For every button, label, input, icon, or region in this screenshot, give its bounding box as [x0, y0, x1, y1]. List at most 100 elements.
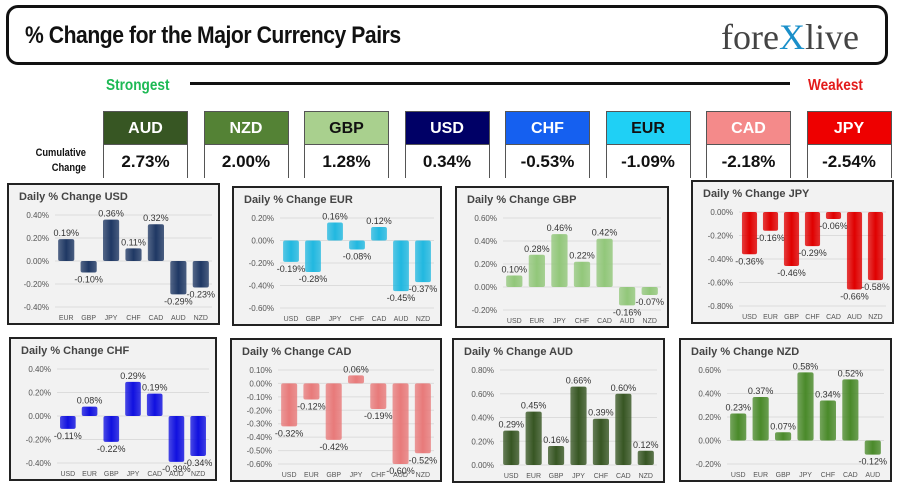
svg-text:JPY: JPY	[350, 472, 363, 479]
svg-text:CAD: CAD	[147, 471, 162, 478]
svg-text:0.60%: 0.60%	[474, 214, 497, 223]
cumulative-label-line2: Change	[51, 162, 86, 174]
svg-text:0.20%: 0.20%	[698, 413, 721, 422]
svg-text:JPY: JPY	[329, 316, 342, 323]
chart-title: Daily % Change CAD	[242, 346, 352, 358]
svg-text:0.23%: 0.23%	[725, 402, 751, 412]
currency-tile-nzd: NZD 2.00%	[203, 111, 289, 178]
svg-text:-0.30%: -0.30%	[247, 420, 272, 429]
svg-text:0.28%: 0.28%	[524, 244, 550, 254]
svg-text:0.00%: 0.00%	[710, 208, 733, 217]
tile-currency: NZD	[204, 112, 288, 145]
weakest-label: Weakest	[808, 77, 863, 94]
svg-text:USD: USD	[507, 318, 522, 325]
svg-text:-0.80%: -0.80%	[708, 302, 733, 311]
currency-tile-aud: AUD 2.73%	[103, 111, 188, 178]
chart-panel-jpy: 0.00% -0.20% -0.40% -0.60% -0.80% -0.36% USD -0…	[691, 180, 894, 324]
svg-text:-0.60%: -0.60%	[249, 304, 274, 313]
svg-text:0.29%: 0.29%	[120, 371, 146, 381]
svg-text:USD: USD	[504, 473, 519, 480]
svg-text:0.10%: 0.10%	[502, 265, 528, 275]
svg-text:EUR: EUR	[304, 472, 319, 479]
svg-text:GBP: GBP	[104, 471, 119, 478]
svg-text:EUR: EUR	[59, 315, 74, 322]
bar-chart: 0.60% 0.40% 0.20% 0.00% -0.20% 0.23% USD 0.37% E…	[696, 361, 887, 479]
svg-text:-0.60%: -0.60%	[708, 279, 733, 288]
svg-text:NZD: NZD	[416, 472, 430, 479]
chart-panel-aud: 0.80% 0.60% 0.40% 0.20% 0.00% 0.29% USD 0.45% EU…	[452, 338, 665, 483]
svg-text:0.39%: 0.39%	[588, 408, 614, 418]
svg-text:-0.10%: -0.10%	[247, 393, 272, 402]
svg-text:-0.08%: -0.08%	[343, 252, 372, 262]
logo-text-prefix: fore	[721, 17, 780, 57]
svg-text:AUD: AUD	[865, 472, 880, 479]
svg-text:EUR: EUR	[529, 318, 544, 325]
tile-value: 2.00%	[204, 145, 288, 178]
svg-text:AUD: AUD	[394, 316, 409, 323]
svg-text:0.12%: 0.12%	[633, 440, 659, 450]
svg-text:-0.20%: -0.20%	[472, 306, 497, 315]
svg-text:0.08%: 0.08%	[77, 396, 103, 406]
cumulative-label-line1: Cumulative	[35, 147, 86, 159]
svg-text:-0.40%: -0.40%	[249, 282, 274, 291]
chart-title: Daily % Change AUD	[464, 346, 574, 358]
logo-text-suffix: live	[805, 17, 859, 57]
svg-text:GBP: GBP	[549, 473, 564, 480]
bar-chart: 0.40% 0.20% 0.00% -0.20% -0.40% -0.11% USD 0.08…	[26, 365, 213, 478]
svg-text:0.00%: 0.00%	[26, 257, 49, 266]
svg-text:-0.34%: -0.34%	[184, 458, 213, 468]
svg-text:0.00%: 0.00%	[471, 461, 494, 470]
svg-text:0.52%: 0.52%	[838, 368, 864, 378]
svg-text:-0.06%: -0.06%	[819, 221, 848, 231]
svg-text:CHF: CHF	[594, 473, 608, 480]
bar-chart: 0.60% 0.40% 0.20% 0.00% -0.20% 0.10% USD 0.28% E…	[472, 214, 664, 325]
svg-text:CHF: CHF	[805, 314, 819, 321]
svg-text:-0.10%: -0.10%	[74, 275, 103, 285]
svg-text:AUD: AUD	[620, 318, 635, 325]
chart-title: Daily % Change CHF	[21, 345, 130, 357]
svg-text:0.20%: 0.20%	[474, 260, 497, 269]
tile-currency: AUD	[104, 112, 187, 145]
svg-text:0.40%: 0.40%	[26, 211, 49, 220]
svg-text:-0.20%: -0.20%	[249, 259, 274, 268]
svg-text:CAD: CAD	[826, 314, 841, 321]
svg-text:0.20%: 0.20%	[28, 389, 51, 398]
svg-text:-0.58%: -0.58%	[861, 282, 890, 292]
svg-text:USD: USD	[60, 471, 75, 478]
forexlive-logo: foreXlive	[721, 16, 859, 58]
svg-text:GBP: GBP	[784, 314, 799, 321]
svg-text:AUD: AUD	[393, 472, 408, 479]
svg-text:-0.22%: -0.22%	[97, 444, 126, 454]
svg-text:CHF: CHF	[821, 472, 835, 479]
svg-text:-0.20%: -0.20%	[708, 232, 733, 241]
svg-text:0.10%: 0.10%	[249, 366, 272, 375]
svg-text:-0.28%: -0.28%	[299, 274, 328, 284]
tile-value: 1.28%	[305, 145, 388, 178]
svg-text:0.42%: 0.42%	[592, 228, 618, 238]
svg-text:0.07%: 0.07%	[770, 421, 796, 431]
tile-currency: EUR	[606, 112, 690, 145]
svg-text:JPY: JPY	[553, 318, 566, 325]
svg-text:-0.42%: -0.42%	[319, 442, 348, 452]
strongest-label: Strongest	[106, 77, 170, 94]
svg-text:JPY: JPY	[572, 473, 585, 480]
svg-text:-0.60%: -0.60%	[386, 466, 415, 476]
svg-text:CHF: CHF	[371, 472, 385, 479]
svg-text:-0.07%: -0.07%	[635, 297, 664, 307]
logo-x-icon: X	[779, 17, 806, 57]
svg-text:NZD: NZD	[191, 471, 205, 478]
chart-panel-chf: 0.40% 0.20% 0.00% -0.20% -0.40% -0.11% USD 0.08…	[9, 337, 217, 481]
svg-text:-0.29%: -0.29%	[164, 296, 193, 306]
tile-value: 2.73%	[104, 145, 187, 178]
svg-text:GBP: GBP	[326, 472, 341, 479]
svg-text:AUD: AUD	[171, 315, 186, 322]
chart-title: Daily % Change JPY	[703, 188, 810, 200]
svg-text:0.20%: 0.20%	[251, 214, 274, 223]
svg-text:EUR: EUR	[763, 314, 778, 321]
svg-text:CAD: CAD	[597, 318, 612, 325]
chart-title: Daily % Change USD	[19, 191, 128, 203]
svg-text:-0.20%: -0.20%	[247, 406, 272, 415]
svg-text:0.19%: 0.19%	[142, 383, 168, 393]
svg-text:CHF: CHF	[126, 315, 140, 322]
svg-text:0.20%: 0.20%	[26, 234, 49, 243]
